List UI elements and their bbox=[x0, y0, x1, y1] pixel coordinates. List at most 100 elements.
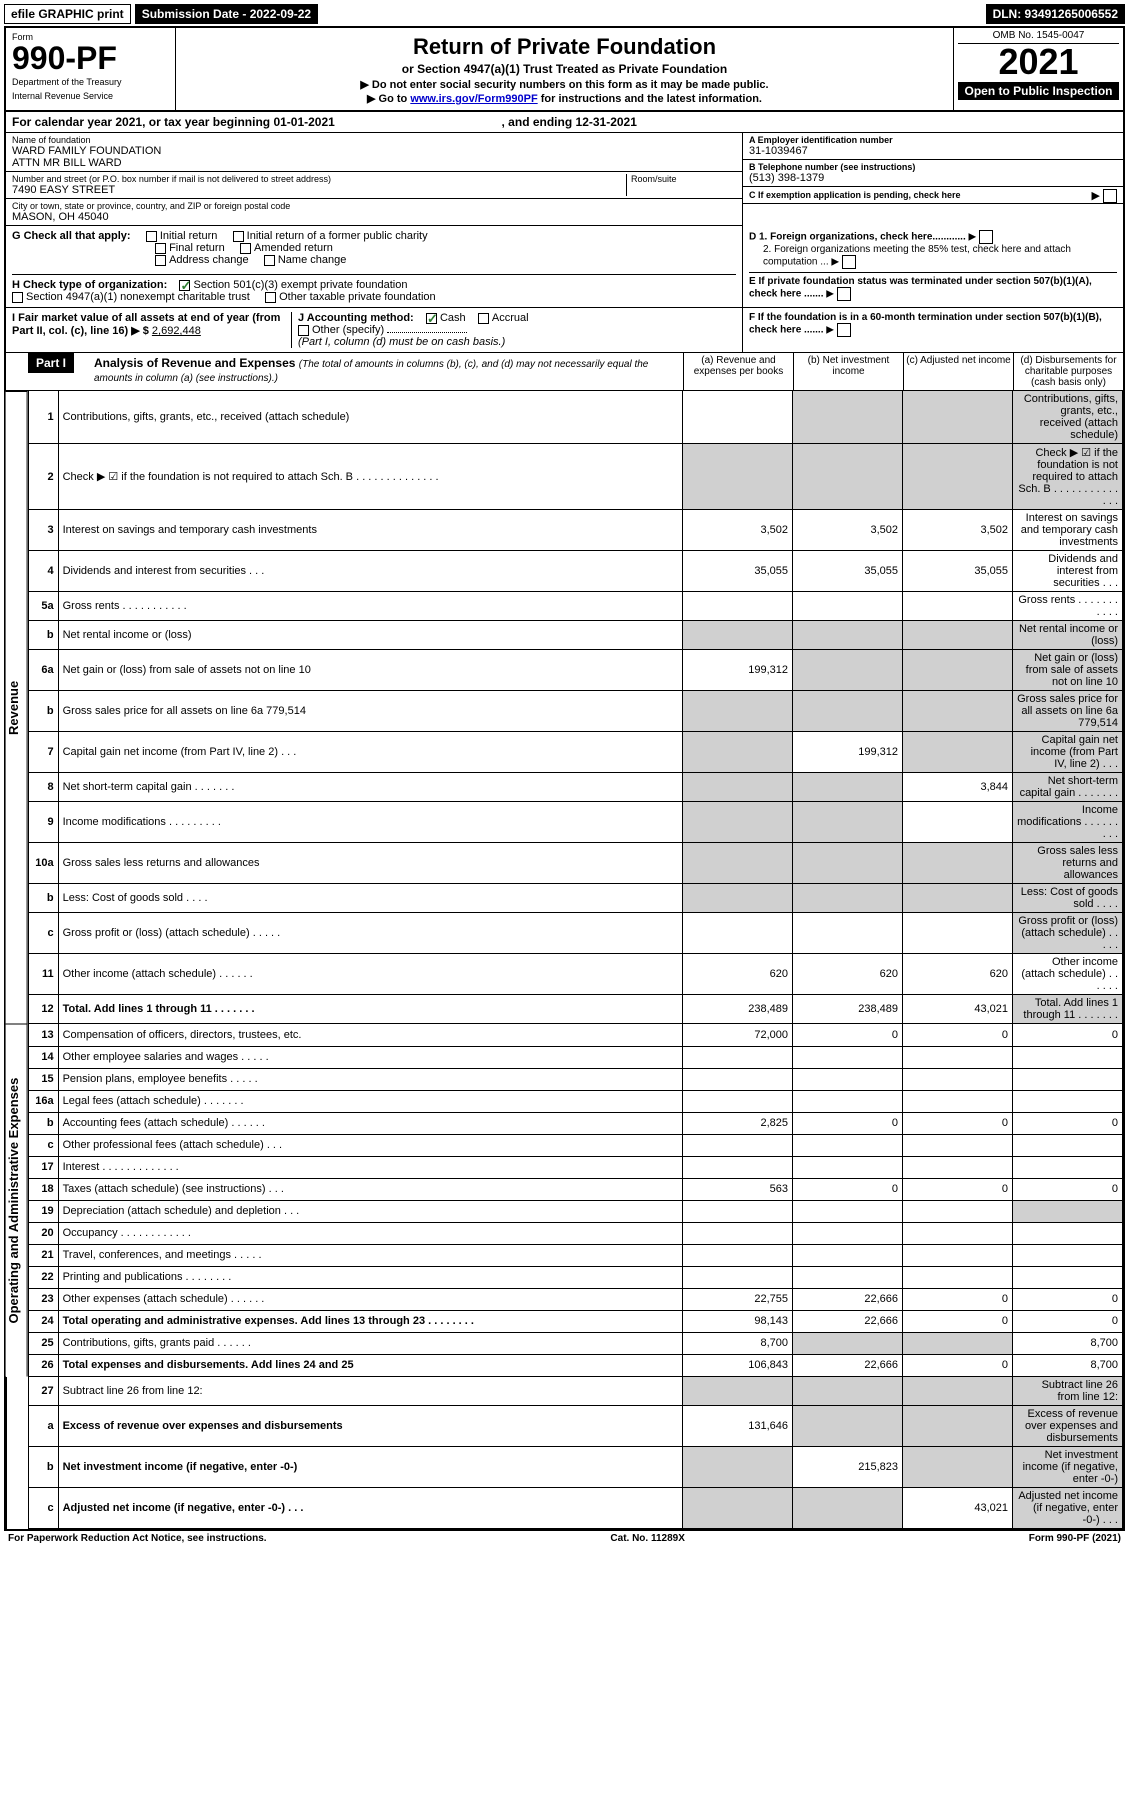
efile-box[interactable]: efile GRAPHIC print bbox=[4, 4, 131, 24]
table-row: 25Contributions, gifts, grants paid . . … bbox=[28, 1332, 1122, 1354]
row-val-d: Gross sales price for all assets on line… bbox=[1013, 691, 1123, 732]
row-desc: Gross rents . . . . . . . . . . . bbox=[58, 592, 682, 621]
row-val-a bbox=[683, 1200, 793, 1222]
exemption-checkbox[interactable] bbox=[1103, 189, 1117, 203]
tax-year: 2021 bbox=[958, 44, 1119, 80]
row-val-a bbox=[683, 1446, 793, 1487]
calendar-year-row: For calendar year 2021, or tax year begi… bbox=[6, 112, 1123, 133]
other-taxable-checkbox[interactable] bbox=[265, 292, 276, 303]
row-number: 18 bbox=[28, 1178, 58, 1200]
row-val-b bbox=[793, 1487, 903, 1528]
table-row: 4Dividends and interest from securities … bbox=[28, 551, 1122, 592]
cash-checkbox[interactable] bbox=[426, 313, 437, 324]
row-val-b bbox=[793, 621, 903, 650]
row-val-b: 215,823 bbox=[793, 1446, 903, 1487]
row-val-a bbox=[683, 1244, 793, 1266]
e-checkbox[interactable] bbox=[837, 287, 851, 301]
row-number: 22 bbox=[28, 1266, 58, 1288]
row-val-a bbox=[683, 592, 793, 621]
row-number: 24 bbox=[28, 1310, 58, 1332]
table-row: 17Interest . . . . . . . . . . . . . bbox=[28, 1156, 1122, 1178]
row-val-c: 3,844 bbox=[903, 773, 1013, 802]
address-change-checkbox[interactable] bbox=[155, 255, 166, 266]
s501-checkbox[interactable] bbox=[179, 280, 190, 291]
row-val-d: Net investment income (if negative, ente… bbox=[1013, 1446, 1123, 1487]
row-val-d: Excess of revenue over expenses and disb… bbox=[1013, 1405, 1123, 1446]
row-desc: Contributions, gifts, grants, etc., rece… bbox=[58, 391, 682, 444]
row-val-d: Capital gain net income (from Part IV, l… bbox=[1013, 732, 1123, 773]
row-number: 17 bbox=[28, 1156, 58, 1178]
amended-return-checkbox[interactable] bbox=[240, 243, 251, 254]
part-1-header: Part I Analysis of Revenue and Expenses … bbox=[6, 353, 1123, 391]
row-number: 23 bbox=[28, 1288, 58, 1310]
row-desc: Net gain or (loss) from sale of assets n… bbox=[58, 650, 682, 691]
row-val-b bbox=[793, 1046, 903, 1068]
row-number: b bbox=[28, 1446, 58, 1487]
row-val-c bbox=[903, 1266, 1013, 1288]
row-val-c: 0 bbox=[903, 1112, 1013, 1134]
row-val-d: 0 bbox=[1013, 1112, 1123, 1134]
row-val-c bbox=[903, 691, 1013, 732]
row-desc: Accounting fees (attach schedule) . . . … bbox=[58, 1112, 682, 1134]
row-val-d: Interest on savings and temporary cash i… bbox=[1013, 510, 1123, 551]
col-b-head: (b) Net investment income bbox=[793, 353, 903, 390]
d1-checkbox[interactable] bbox=[979, 230, 993, 244]
row-desc: Gross sales less returns and allowances bbox=[58, 843, 682, 884]
table-row: 22Printing and publications . . . . . . … bbox=[28, 1266, 1122, 1288]
row-val-d: Other income (attach schedule) . . . . .… bbox=[1013, 954, 1123, 995]
initial-return-checkbox[interactable] bbox=[146, 231, 157, 242]
table-row: 11Other income (attach schedule) . . . .… bbox=[28, 954, 1122, 995]
row-val-c bbox=[903, 1200, 1013, 1222]
row-val-a bbox=[683, 802, 793, 843]
row-val-c bbox=[903, 650, 1013, 691]
row-val-d: Total. Add lines 1 through 11 . . . . . … bbox=[1013, 995, 1123, 1024]
irs-label: Internal Revenue Service bbox=[12, 92, 169, 102]
row-val-b bbox=[793, 1332, 903, 1354]
row-number: c bbox=[28, 1487, 58, 1528]
row-desc: Legal fees (attach schedule) . . . . . .… bbox=[58, 1090, 682, 1112]
row-val-b bbox=[793, 592, 903, 621]
row-val-a bbox=[683, 1377, 793, 1406]
top-bar: efile GRAPHIC print Submission Date - 20… bbox=[4, 4, 1125, 24]
row-val-d: Dividends and interest from securities .… bbox=[1013, 551, 1123, 592]
row-val-a: 131,646 bbox=[683, 1405, 793, 1446]
f-checkbox[interactable] bbox=[837, 323, 851, 337]
row-val-d: Adjusted net income (if negative, enter … bbox=[1013, 1487, 1123, 1528]
row-val-b: 35,055 bbox=[793, 551, 903, 592]
row-desc: Income modifications . . . . . . . . . bbox=[58, 802, 682, 843]
row-val-c: 3,502 bbox=[903, 510, 1013, 551]
row-val-a bbox=[683, 884, 793, 913]
i-label: I Fair market value of all assets at end… bbox=[12, 312, 280, 337]
row-val-c bbox=[903, 1332, 1013, 1354]
telephone-cell: B Telephone number (see instructions) (5… bbox=[743, 160, 1123, 187]
row-val-d: Income modifications . . . . . . . . . bbox=[1013, 802, 1123, 843]
row-number: 10a bbox=[28, 843, 58, 884]
name-change-checkbox[interactable] bbox=[264, 255, 275, 266]
f-label: F If the foundation is in a 60-month ter… bbox=[749, 312, 1102, 336]
d2-checkbox[interactable] bbox=[842, 255, 856, 269]
table-row: 2Check ▶ ☑ if the foundation is not requ… bbox=[28, 444, 1122, 510]
expenses-sidebar: Operating and Administrative Expenses bbox=[6, 1024, 28, 1377]
table-row: 24Total operating and administrative exp… bbox=[28, 1310, 1122, 1332]
final-return-checkbox[interactable] bbox=[155, 243, 166, 254]
row-desc: Compensation of officers, directors, tru… bbox=[58, 1024, 682, 1046]
s4947-checkbox[interactable] bbox=[12, 292, 23, 303]
row-val-c: 35,055 bbox=[903, 551, 1013, 592]
irs-link[interactable]: www.irs.gov/Form990PF bbox=[410, 93, 537, 105]
row-number: 20 bbox=[28, 1222, 58, 1244]
initial-pc-checkbox[interactable] bbox=[233, 231, 244, 242]
row-number: 25 bbox=[28, 1332, 58, 1354]
row-val-b bbox=[793, 773, 903, 802]
j-label: J Accounting method: bbox=[298, 312, 414, 324]
row-val-c: 0 bbox=[903, 1354, 1013, 1376]
row-val-a bbox=[683, 773, 793, 802]
identity-grid: Name of foundation WARD FAMILY FOUNDATIO… bbox=[6, 133, 1123, 226]
row-val-d: Gross sales less returns and allowances bbox=[1013, 843, 1123, 884]
d1-label: D 1. Foreign organizations, check here..… bbox=[749, 232, 966, 243]
row-number: 15 bbox=[28, 1068, 58, 1090]
other-method-checkbox[interactable] bbox=[298, 325, 309, 336]
row-desc: Check ▶ ☑ if the foundation is not requi… bbox=[58, 444, 682, 510]
row-val-c bbox=[903, 1405, 1013, 1446]
accrual-checkbox[interactable] bbox=[478, 313, 489, 324]
row-val-b bbox=[793, 691, 903, 732]
